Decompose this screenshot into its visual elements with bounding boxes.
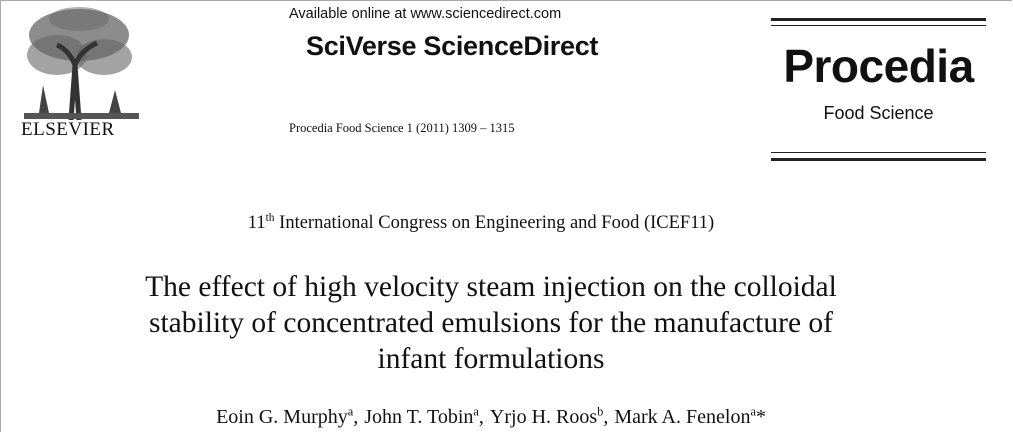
congress-text: International Congress on Engineering an… bbox=[279, 213, 715, 233]
author-affiliation: a bbox=[473, 404, 479, 419]
author-separator: , bbox=[603, 406, 609, 428]
publisher: ELSEVIER bbox=[21, 119, 115, 140]
elsevier-tree bbox=[24, 7, 139, 121]
title-line: The effect of high velocity steam inject… bbox=[145, 271, 837, 303]
author-name: Mark A. Fenelon bbox=[614, 406, 751, 428]
rule bbox=[771, 158, 986, 161]
rule bbox=[771, 25, 986, 26]
citation: Procedia Food Science 1 (2011) 1309 – 13… bbox=[289, 121, 515, 135]
author-affiliation: b bbox=[597, 404, 604, 419]
congress-number: 11 bbox=[247, 213, 266, 233]
author-name: Eoin G. Murphy bbox=[216, 406, 348, 428]
title-line: infant formulations bbox=[377, 343, 605, 375]
author-affiliation: a bbox=[347, 404, 354, 419]
author-name: John T. Tobin bbox=[364, 406, 474, 428]
brand: SciVerse ScienceDirect bbox=[306, 31, 599, 61]
author-separator: , bbox=[478, 406, 484, 428]
title-line: stability of concentrated emulsions for … bbox=[148, 307, 833, 339]
journal-sub: Food Science bbox=[823, 103, 934, 123]
author-name: Yrjo H. Roos bbox=[489, 406, 598, 428]
congress: 11th International Congress on Engineeri… bbox=[1, 211, 961, 234]
author-affiliation: a bbox=[750, 404, 756, 419]
author-mark: * bbox=[755, 406, 766, 428]
congress-sup: th bbox=[265, 211, 275, 224]
authors: Eoin G. Murphya, John T. Tobina, Yrjo H. R… bbox=[1, 404, 981, 429]
author-separator: , bbox=[353, 406, 359, 428]
rule bbox=[771, 18, 986, 21]
online-note: Available online at www.sciencedirect.co… bbox=[289, 6, 562, 22]
title: The effect of high velocity steam inject… bbox=[1, 269, 981, 377]
journal: Procedia bbox=[783, 40, 974, 92]
rule bbox=[771, 152, 986, 153]
